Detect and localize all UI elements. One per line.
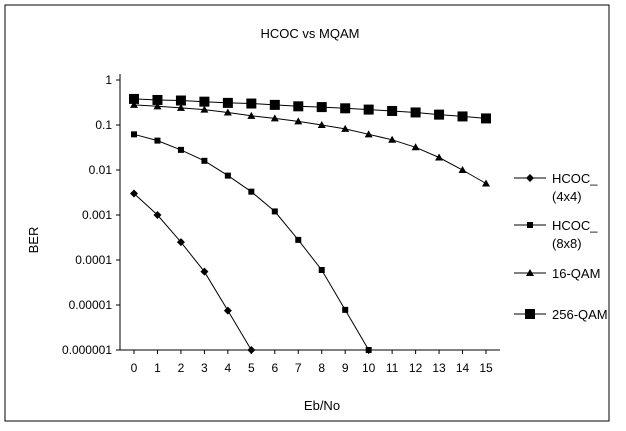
data-point-hcoc-8x8	[318, 266, 325, 273]
data-point-hcoc-8x8	[154, 137, 161, 144]
legend-label-hcoc-8x8: (8x8)	[552, 236, 582, 251]
data-point-256-qam	[222, 97, 233, 108]
data-point-256-qam	[481, 113, 491, 124]
data-point-hcoc-8x8	[201, 157, 208, 164]
series-layer	[129, 93, 491, 354]
data-point-16-qam	[247, 111, 256, 119]
data-point-16-qam	[130, 100, 138, 108]
data-point-hcoc-8x8	[365, 347, 372, 353]
y-tick-label: 0.000001	[62, 343, 112, 357]
data-point-256-qam	[387, 105, 398, 116]
data-point-hcoc-4x4	[153, 211, 162, 219]
data-point-16-qam	[364, 130, 373, 138]
x-tick-label: 13	[432, 361, 446, 375]
data-point-256-qam	[457, 111, 468, 122]
data-point-hcoc-4x4	[223, 306, 232, 315]
x-axis-label: Eb/No	[304, 398, 340, 413]
legend-marker-hcoc-4x4	[526, 174, 534, 182]
data-point-256-qam	[316, 102, 327, 113]
data-point-16-qam	[458, 166, 467, 173]
x-tick-label: 3	[201, 361, 208, 375]
data-point-256-qam	[175, 95, 186, 106]
x-tick-label: 6	[271, 361, 278, 375]
chart-title: HCOC vs MQAM	[261, 26, 360, 41]
legend-label-hcoc-4x4: HCOC_	[552, 171, 598, 186]
data-point-16-qam	[223, 108, 232, 116]
x-tick-label: 4	[225, 361, 232, 375]
data-point-16-qam	[482, 179, 490, 187]
series-line-256-qam	[133, 98, 487, 119]
y-tick-label: 0.001	[82, 208, 112, 222]
data-point-16-qam	[341, 124, 350, 132]
x-tick-label: 2	[178, 361, 185, 375]
x-tick-label: 15	[479, 361, 493, 375]
y-tick-label: 1	[105, 73, 112, 87]
data-point-256-qam	[129, 93, 139, 104]
data-point-256-qam	[293, 101, 304, 112]
x-tick-label: 10	[362, 361, 376, 375]
y-axis-label: BER	[26, 227, 41, 254]
legend-label-256-qam: 256-QAM	[552, 307, 608, 322]
legend-label-hcoc-8x8: HCOC_	[552, 218, 598, 233]
y-tick-label: 0.00001	[69, 298, 113, 312]
data-point-16-qam	[435, 153, 444, 161]
data-point-16-qam	[176, 103, 185, 111]
data-point-hcoc-4x4	[200, 267, 209, 276]
legend-label-16-qam: 16-QAM	[552, 266, 600, 281]
data-point-16-qam	[200, 105, 209, 113]
y-tick-label: 0.1	[95, 118, 112, 132]
data-point-256-qam	[246, 98, 257, 109]
legend-marker-256-qam	[525, 309, 535, 319]
x-tick-label: 5	[248, 361, 255, 375]
data-point-hcoc-8x8	[131, 131, 137, 138]
data-point-16-qam	[270, 114, 279, 122]
data-point-hcoc-4x4	[247, 346, 256, 354]
data-point-hcoc-8x8	[248, 188, 255, 195]
data-point-hcoc-8x8	[271, 208, 278, 215]
x-tick-label: 7	[295, 361, 302, 375]
x-tick-label: 12	[409, 361, 423, 375]
data-point-hcoc-8x8	[224, 172, 231, 179]
data-point-256-qam	[410, 107, 421, 118]
legend-label-hcoc-4x4: (4x4)	[552, 189, 582, 204]
legend-marker-16-qam	[526, 269, 534, 276]
data-point-256-qam	[363, 104, 374, 115]
legend: HCOC_ (4x4) HCOC_ (8x8) 16-QAM 256-QAM	[514, 171, 608, 322]
series-line-hcoc-4x4	[133, 193, 252, 351]
x-tick-label: 14	[456, 361, 470, 375]
legend-marker-hcoc-8x8	[527, 222, 533, 228]
data-point-256-qam	[340, 103, 351, 114]
chart-border	[4, 4, 610, 422]
x-tick-label: 0	[131, 361, 138, 375]
data-point-16-qam	[388, 135, 397, 143]
data-point-hcoc-4x4	[176, 238, 185, 247]
data-point-16-qam	[411, 143, 420, 151]
data-point-16-qam	[294, 117, 303, 125]
data-point-256-qam	[434, 109, 445, 120]
data-point-256-qam	[199, 96, 210, 107]
data-point-hcoc-8x8	[342, 306, 349, 313]
data-point-hcoc-4x4	[130, 189, 138, 198]
x-tick-label: 1	[154, 361, 161, 375]
y-tick-label: 0.0001	[75, 253, 112, 267]
data-point-16-qam	[153, 102, 162, 110]
data-point-256-qam	[152, 94, 163, 105]
data-point-16-qam	[317, 121, 326, 128]
data-point-256-qam	[269, 99, 280, 110]
x-tick-label: 8	[318, 361, 325, 375]
x-tick-label: 11	[386, 361, 399, 375]
series-line-16-qam	[133, 104, 487, 184]
x-tick-label: 9	[342, 361, 349, 375]
data-point-hcoc-8x8	[177, 146, 184, 153]
data-point-hcoc-8x8	[295, 236, 302, 243]
y-tick-label: 0.01	[89, 163, 113, 177]
